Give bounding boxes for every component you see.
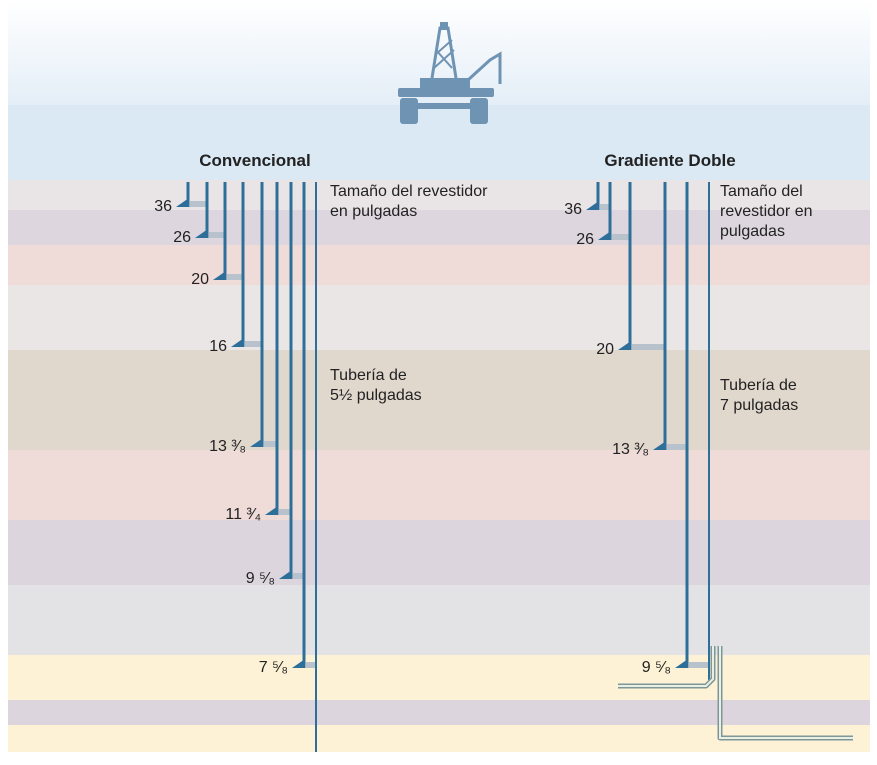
stratum: [8, 285, 870, 350]
cement: [264, 441, 276, 447]
stratum: [8, 520, 870, 585]
casing-size: 13 ³⁄₈: [209, 438, 246, 455]
casing-shoe: [292, 659, 305, 668]
casing-shoe: [279, 570, 292, 579]
note: 7 pulgadas: [720, 397, 798, 414]
stratum: [8, 350, 870, 450]
casing-size: 13 ³⁄₈: [612, 441, 649, 458]
casing-size: 7 ⁵⁄₈: [259, 659, 288, 676]
note: Tamaño del revestidor: [330, 183, 488, 200]
casing-shoe: [586, 201, 599, 210]
cement: [632, 344, 664, 350]
stratum: [8, 180, 870, 210]
cement: [306, 662, 315, 668]
casing-size: 26: [576, 231, 594, 248]
stratum: [8, 210, 870, 245]
casing-size: 36: [564, 201, 582, 218]
casing-shoe: [653, 441, 666, 450]
cement: [293, 573, 303, 579]
stratum: [8, 245, 870, 285]
cement: [279, 509, 290, 515]
casing-shoe: [618, 341, 631, 350]
casing-size: 9 ⁵⁄₈: [246, 570, 275, 587]
stratum: [8, 585, 870, 655]
riser-pipe-inner: [719, 646, 853, 739]
cement: [245, 341, 261, 347]
stratum: [8, 700, 870, 725]
panel-title: Gradiente Doble: [604, 151, 735, 170]
cement: [689, 662, 708, 668]
note: revestidor en: [720, 203, 813, 220]
casing-size: 36: [154, 198, 172, 215]
casing-size: 11 ³⁄₄: [225, 506, 261, 523]
cement: [612, 234, 629, 240]
cement: [190, 201, 206, 207]
casing-shoe: [176, 198, 189, 207]
note: pulgadas: [720, 223, 785, 240]
cement: [667, 444, 686, 450]
return-line-inner: [618, 646, 714, 687]
note: 5½ pulgadas: [330, 387, 422, 404]
casing-shoe: [675, 659, 688, 668]
casing-shoe: [265, 506, 278, 515]
stratum: [8, 105, 870, 180]
note: en pulgadas: [330, 203, 417, 220]
cement: [227, 274, 242, 280]
panel-title: Convencional: [199, 151, 310, 170]
casing-shoe: [213, 271, 226, 280]
stratum: [8, 655, 870, 700]
casing-size: 9 ⁵⁄₈: [642, 659, 671, 676]
casing-size: 16: [209, 338, 227, 355]
note: Tamaño del: [720, 183, 803, 200]
note: Tubería de: [720, 377, 797, 394]
note: Tubería de: [330, 367, 407, 384]
casing-shoe: [195, 229, 208, 238]
stratum: [8, 450, 870, 520]
strata: [8, 0, 870, 752]
casing-shoe: [598, 231, 611, 240]
casing-shoe: [250, 438, 263, 447]
cement: [600, 204, 609, 210]
cement: [209, 232, 224, 238]
casing-size: 20: [191, 271, 209, 288]
rig-icon: [398, 22, 502, 124]
casing-size: 20: [596, 341, 614, 358]
casing-size: 26: [173, 229, 191, 246]
casing-shoe: [231, 338, 244, 347]
